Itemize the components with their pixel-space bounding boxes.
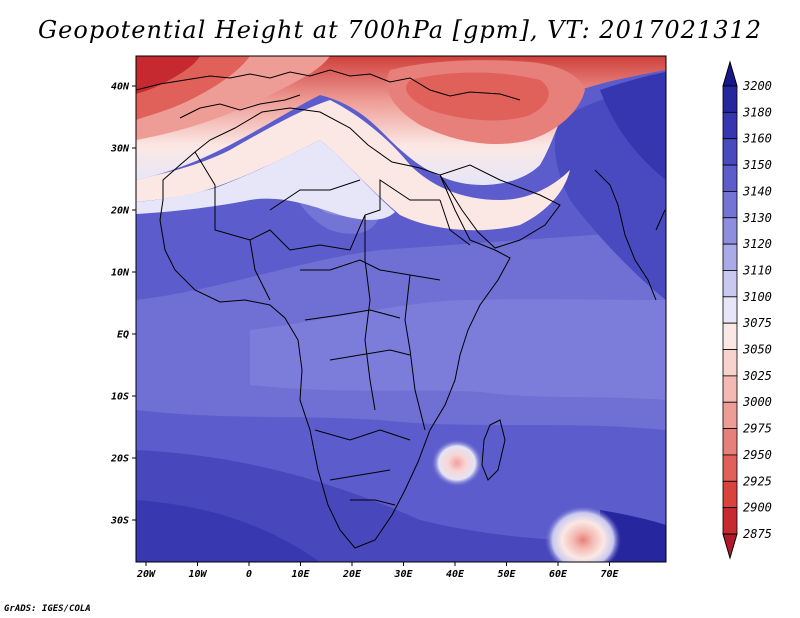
coastlines [136,69,666,549]
colorbar-swatch [722,296,738,324]
colorbar-label: 3140 [742,184,772,198]
lon-tick-label: 10E [291,569,310,580]
colorbar-swatch [722,217,738,245]
map-title: Geopotential Height at 700hPa [gpm], VT:… [38,16,762,44]
colorbar-swatch [722,85,738,113]
colorbar-swatch [722,401,738,429]
colorbar-label: 3130 [742,211,772,225]
colorbar-swatch [722,507,738,535]
colorbar-label: 3075 [742,316,772,330]
colorbar-label: 2975 [743,422,772,436]
colorbar-swatch [722,375,738,403]
colorbar-swatch [722,191,738,219]
plot-frame [135,55,667,563]
colorbar-label: 3200 [742,79,772,93]
longitude-axis: 20W 10W 0 10E 20E 30E 40E 50E 60E 70E [136,562,620,580]
colorbar-label: 3000 [742,395,772,409]
colorbar-label: 2900 [743,501,772,515]
colorbar-label: 3150 [742,158,772,172]
colorbar-swatch [722,480,738,509]
colorbar-top-arrow [722,60,738,87]
lat-tick-label: 40N [111,82,130,93]
height-field [136,56,666,562]
lon-tick-label: 0 [246,569,252,580]
lat-tick-label: 10N [111,268,130,279]
colorbar-swatch [722,428,738,456]
lat-tick-label: EQ [117,330,129,341]
colorbar-swatch [722,322,738,350]
colorbar-label: 3100 [742,290,772,304]
colorbar-label: 2925 [743,474,772,488]
colorbar-swatch [722,270,738,298]
colorbar-swatch [722,243,738,271]
colorbar-label: 3050 [742,343,772,357]
lon-tick-label: 60E [549,569,568,580]
lon-tick-label: 10W [188,569,207,580]
colorbar-swatch [722,454,738,482]
colorbar-swatch [722,164,738,192]
lon-tick-label: 20E [342,569,362,580]
lon-tick-label: 30E [393,569,413,580]
lat-tick-label: 10S [111,392,129,403]
colorbar-label: 2875 [743,527,772,541]
latitude-axis: 40N 30N 20N 10N EQ 10S 20S 30S [110,82,136,527]
colorbar-label: 3110 [742,263,772,277]
lon-tick-label: 40E [446,569,465,580]
colorbar-label: 3025 [742,369,772,383]
grads-credit: GrADS: IGES/COLA [4,604,91,614]
lon-tick-label: 20W [136,569,156,580]
colorbar-label: 3120 [742,237,772,251]
colorbar-swatch [722,349,738,377]
colorbar: 3200 3180 3160 3150 3140 3130 3120 3110 3100 3075… [722,60,772,560]
colorbar-bottom-arrow [722,533,738,560]
colorbar-label: 2950 [743,448,772,462]
lon-tick-label: 50E [497,569,516,580]
colorbar-label: 3180 [742,105,772,119]
lat-tick-label: 20N [110,206,130,217]
colorbar-swatch [722,111,738,140]
colorbar-swatch [722,138,738,166]
lat-tick-label: 20S [110,454,129,465]
lat-tick-label: 30S [110,516,129,527]
colorbar-label: 3160 [742,132,772,146]
lat-tick-label: 30N [110,144,130,155]
lon-tick-label: 70E [600,569,619,580]
